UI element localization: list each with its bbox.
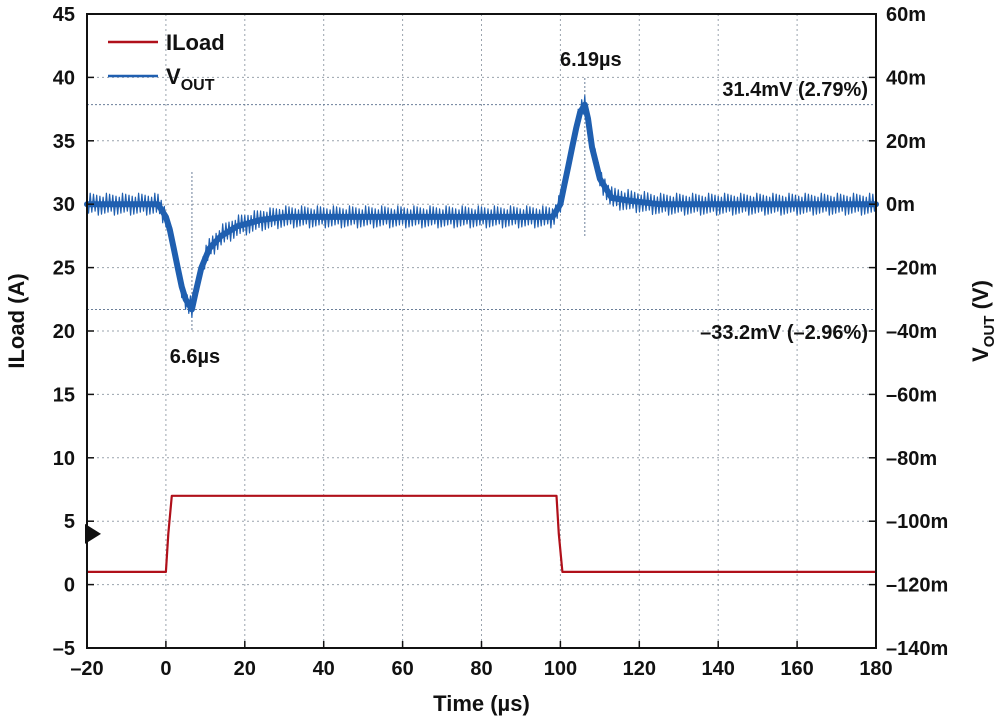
series-vout-line bbox=[84, 101, 879, 313]
y-left-tick-label: 45 bbox=[53, 4, 75, 26]
y-left-tick-label: 40 bbox=[53, 67, 75, 89]
legend-label-iload: ILoad bbox=[166, 30, 225, 55]
y-right-tick-label: –40m bbox=[886, 321, 937, 343]
y-left-tick-label: 15 bbox=[53, 384, 75, 406]
y-right-title-main: V bbox=[968, 347, 993, 362]
legend-label-vout-sub: OUT bbox=[181, 77, 215, 94]
y-left-tick-label: 0 bbox=[64, 575, 75, 597]
tick-layer: –20 0 20 40 60 80 100 120 140 160 180 –5 0 5 10 15 20 25 3… bbox=[53, 4, 949, 680]
y-left-tick-label: 20 bbox=[53, 321, 75, 343]
legend-label-vout-main: V bbox=[166, 64, 181, 89]
series-iload-line bbox=[87, 494, 876, 573]
y-left-tick-label: 10 bbox=[53, 448, 75, 470]
y-left-tick-label: 30 bbox=[53, 194, 75, 216]
x-tick-label: –20 bbox=[70, 658, 103, 680]
series-vout-ripple bbox=[86, 95, 877, 318]
x-tick-label: 160 bbox=[780, 658, 813, 680]
y-left-tick-label: 5 bbox=[64, 511, 75, 533]
y-right-title-suffix: (V) bbox=[968, 280, 993, 315]
y-left-tick-label: 35 bbox=[53, 131, 75, 153]
x-tick-label: 140 bbox=[702, 658, 735, 680]
x-tick-label: 20 bbox=[234, 658, 256, 680]
x-tick-label: 60 bbox=[391, 658, 413, 680]
y-right-tick-label: –20m bbox=[886, 258, 937, 280]
y-right-tick-label: –120m bbox=[886, 575, 948, 597]
annotation-label: 6.6µs bbox=[170, 346, 220, 368]
y-right-tick-label: 40m bbox=[886, 67, 926, 89]
annotation-labels: 6.6µs 6.19µs 31.4mV (2.79%) –33.2mV (–2.96%… bbox=[170, 49, 868, 368]
x-tick-label: 40 bbox=[313, 658, 335, 680]
y-right-title-sub: OUT bbox=[981, 316, 998, 348]
y-left-tick-label: 25 bbox=[53, 258, 75, 280]
trigger-marker-icon bbox=[85, 523, 101, 544]
y-left-tick-label: –5 bbox=[53, 638, 75, 660]
x-tick-label: 100 bbox=[544, 658, 577, 680]
y-right-tick-label: 20m bbox=[886, 131, 926, 153]
x-tick-label: 180 bbox=[859, 658, 892, 680]
y-right-tick-label: 60m bbox=[886, 4, 926, 26]
legend-label-vout: VOUT bbox=[166, 64, 215, 94]
y-right-tick-label: –140m bbox=[886, 638, 948, 660]
annotation-lines bbox=[87, 78, 876, 330]
x-axis-title: Time (µs) bbox=[433, 691, 530, 716]
x-tick-label: 120 bbox=[623, 658, 656, 680]
annotation-label: –33.2mV (–2.96%) bbox=[700, 322, 868, 344]
y-right-tick-label: –80m bbox=[886, 448, 937, 470]
y-right-tick-label: –60m bbox=[886, 384, 937, 406]
grid-layer bbox=[87, 14, 876, 648]
y-right-tick-label: –100m bbox=[886, 511, 948, 533]
x-tick-label: 80 bbox=[470, 658, 492, 680]
series-layer bbox=[84, 95, 879, 573]
legend: ILoad VOUT bbox=[108, 30, 225, 94]
annotation-label: 6.19µs bbox=[560, 49, 622, 71]
y-right-tick-label: 0m bbox=[886, 194, 915, 216]
annotation-label: 31.4mV (2.79%) bbox=[722, 79, 868, 101]
x-tick-label: 0 bbox=[160, 658, 171, 680]
y-right-axis-title: VOUT (V) bbox=[968, 280, 998, 362]
y-left-axis-title: ILoad (A) bbox=[4, 273, 29, 368]
